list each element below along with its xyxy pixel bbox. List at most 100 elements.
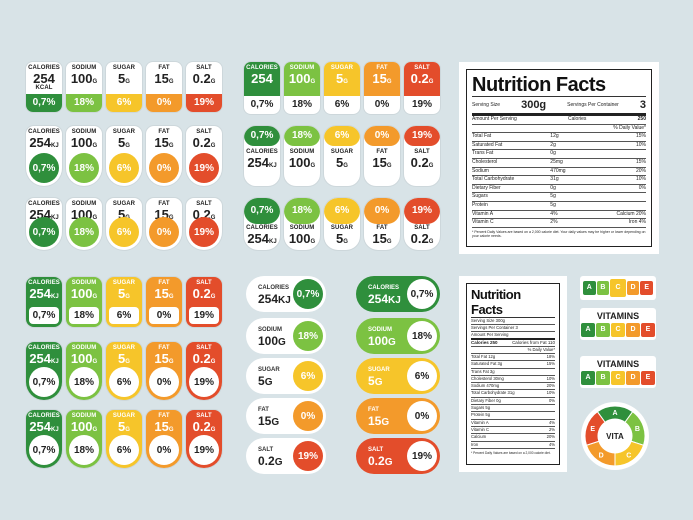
nutrition-facts-panel-large: Nutrition Facts Serving Size 300g Servings … xyxy=(459,62,659,254)
pill-colored-salt: SALT 0.2G 19% xyxy=(356,438,440,474)
grade-e: E xyxy=(640,281,654,295)
color-header: FAT 15G xyxy=(364,62,400,96)
pill-sodium: SODIUM 100G 18% xyxy=(246,318,326,354)
percent-circle: 18% xyxy=(69,217,99,247)
gda-label-sodium: SODIUM 100G 18% xyxy=(66,277,102,327)
nutrient-row: Protein 5g xyxy=(472,202,646,211)
percent-box: 6% xyxy=(109,307,139,324)
percent-circle: 19% xyxy=(189,153,219,183)
nutrient-value: 100G xyxy=(70,135,98,150)
nutrient-row: Cholesterol 25mg 15% xyxy=(472,159,646,168)
nutrient-value: 5G xyxy=(118,135,130,150)
nutrient-row: Protein 5g xyxy=(471,412,555,420)
percent-circle: 18% xyxy=(293,321,323,351)
percent-badge: 18% xyxy=(66,94,102,112)
pill-colored-sugar: SUGAR 5G 6% xyxy=(356,358,440,394)
percent-circle: 0,7% xyxy=(29,153,59,183)
gda-label-sodium: SODIUM 100G 18% xyxy=(66,126,102,186)
percent-circle: 0,7% xyxy=(29,435,59,465)
gda-label-sodium: SODIUM 100G 18% xyxy=(66,410,102,468)
nutrient-name: SUGAR xyxy=(112,129,136,135)
donut-label-a: A xyxy=(612,410,617,417)
percent-box: 0% xyxy=(149,307,179,324)
gda-label-calories: CALORIES 254KJ 0,7% xyxy=(26,126,62,186)
gda-label-calories: CALORIES 254 KCAL 0,7% xyxy=(26,62,62,112)
percent-badge: 0,7% xyxy=(244,126,280,146)
nutrient-name: SODIUM xyxy=(71,65,97,71)
color-header: SODIUM 100G xyxy=(284,62,320,96)
grade-d: D xyxy=(626,323,640,337)
grade-e: E xyxy=(641,371,655,385)
percent-circle: 18% xyxy=(69,153,99,183)
nutrient-unit: KCAL xyxy=(35,85,53,91)
gda-label-sodium: SODIUM 100G 18% xyxy=(66,342,102,400)
percent-badge: 6% xyxy=(324,126,360,146)
grade-a: A xyxy=(581,371,595,385)
percent-circle: 6% xyxy=(293,361,323,391)
percent-box: 0,7% xyxy=(29,307,59,324)
percent-circle: 6% xyxy=(109,367,139,397)
nutrient-value: 254KJ xyxy=(29,135,59,150)
nutrition-facts-panel-small: Nutrition Facts Serving Size 300g Servings… xyxy=(459,276,567,472)
grade-a: A xyxy=(582,281,596,295)
percent-badge: 19% xyxy=(404,198,440,224)
gda-label-sugar: 6% SUGAR 5G xyxy=(324,126,360,186)
percent-circle: 0% xyxy=(293,401,323,431)
vitamins-scale: VITAMINS A B C D E xyxy=(580,308,656,340)
percent-box: 18% xyxy=(69,307,99,324)
nutrient-row: Total Fat 12g 15% xyxy=(472,133,646,142)
percent-circle: 0% xyxy=(149,435,179,465)
nutrient-name: SALT xyxy=(196,201,212,207)
percent-circle: 6% xyxy=(109,217,139,247)
percent-badge: 6% xyxy=(106,94,142,112)
percent-circle: 18% xyxy=(407,321,437,351)
pill-colored-sodium: SODIUM 100G 18% xyxy=(356,318,440,354)
gda-label-calories: CALORIES 254KJ 0,7% xyxy=(26,342,62,400)
donut-label-e: E xyxy=(590,426,595,433)
donut-label-b: B xyxy=(635,426,640,433)
percent-circle: 0% xyxy=(407,401,437,431)
nutrient-row: Saturated Fat 3g 15% xyxy=(471,361,555,369)
vitamins-title: VITAMINS xyxy=(596,311,640,321)
gda-label-salt: SALT 0.2G 19% xyxy=(186,277,222,327)
gda-label-calories: CALORIES 254KJ 0,7% xyxy=(26,410,62,468)
gda-label-salt: SALT 0.2G 19% xyxy=(186,198,222,250)
nutrient-name: SALT xyxy=(196,65,212,71)
nutrient-name: FAT xyxy=(158,201,170,207)
percent-circle: 0% xyxy=(149,153,179,183)
percent-circle: 19% xyxy=(407,441,437,471)
nutrient-value: 15G xyxy=(154,135,174,150)
donut-label-c: C xyxy=(626,453,631,460)
nutrient-value: 100G xyxy=(70,71,98,86)
percent-circle: 19% xyxy=(189,367,219,397)
gda-label-calories: 0,7% CALORIES 254KJ xyxy=(244,198,280,250)
grade-b: B xyxy=(596,371,610,385)
grade-c: C xyxy=(611,371,625,385)
gda-label-salt: SALT 0.2G 19% xyxy=(186,410,222,468)
percent-badge: 19% xyxy=(404,126,440,146)
percent-badge: 0% xyxy=(364,126,400,146)
percent-circle: 0% xyxy=(149,217,179,247)
percent-circle: 0,7% xyxy=(293,279,323,309)
gda-label-sugar: 6% SUGAR 5G xyxy=(324,198,360,250)
grade-a: A xyxy=(581,323,595,337)
percent-circle: 0,7% xyxy=(29,367,59,397)
percent-box: 19% xyxy=(189,307,219,324)
grade-d: D xyxy=(626,281,640,295)
nutrition-facts-title: Nutrition Facts xyxy=(471,287,555,318)
pill-salt: SALT 0.2G 19% xyxy=(246,438,326,474)
color-header: CALORIES 254 xyxy=(244,62,280,96)
percent-circle: 19% xyxy=(189,435,219,465)
nutrient-name: CALORIES xyxy=(28,65,60,71)
percent-badge: 0,7% xyxy=(244,198,280,224)
nutrient-name: SUGAR xyxy=(112,201,136,207)
grade-b: B xyxy=(596,323,610,337)
nutrient-name: SODIUM xyxy=(71,201,97,207)
